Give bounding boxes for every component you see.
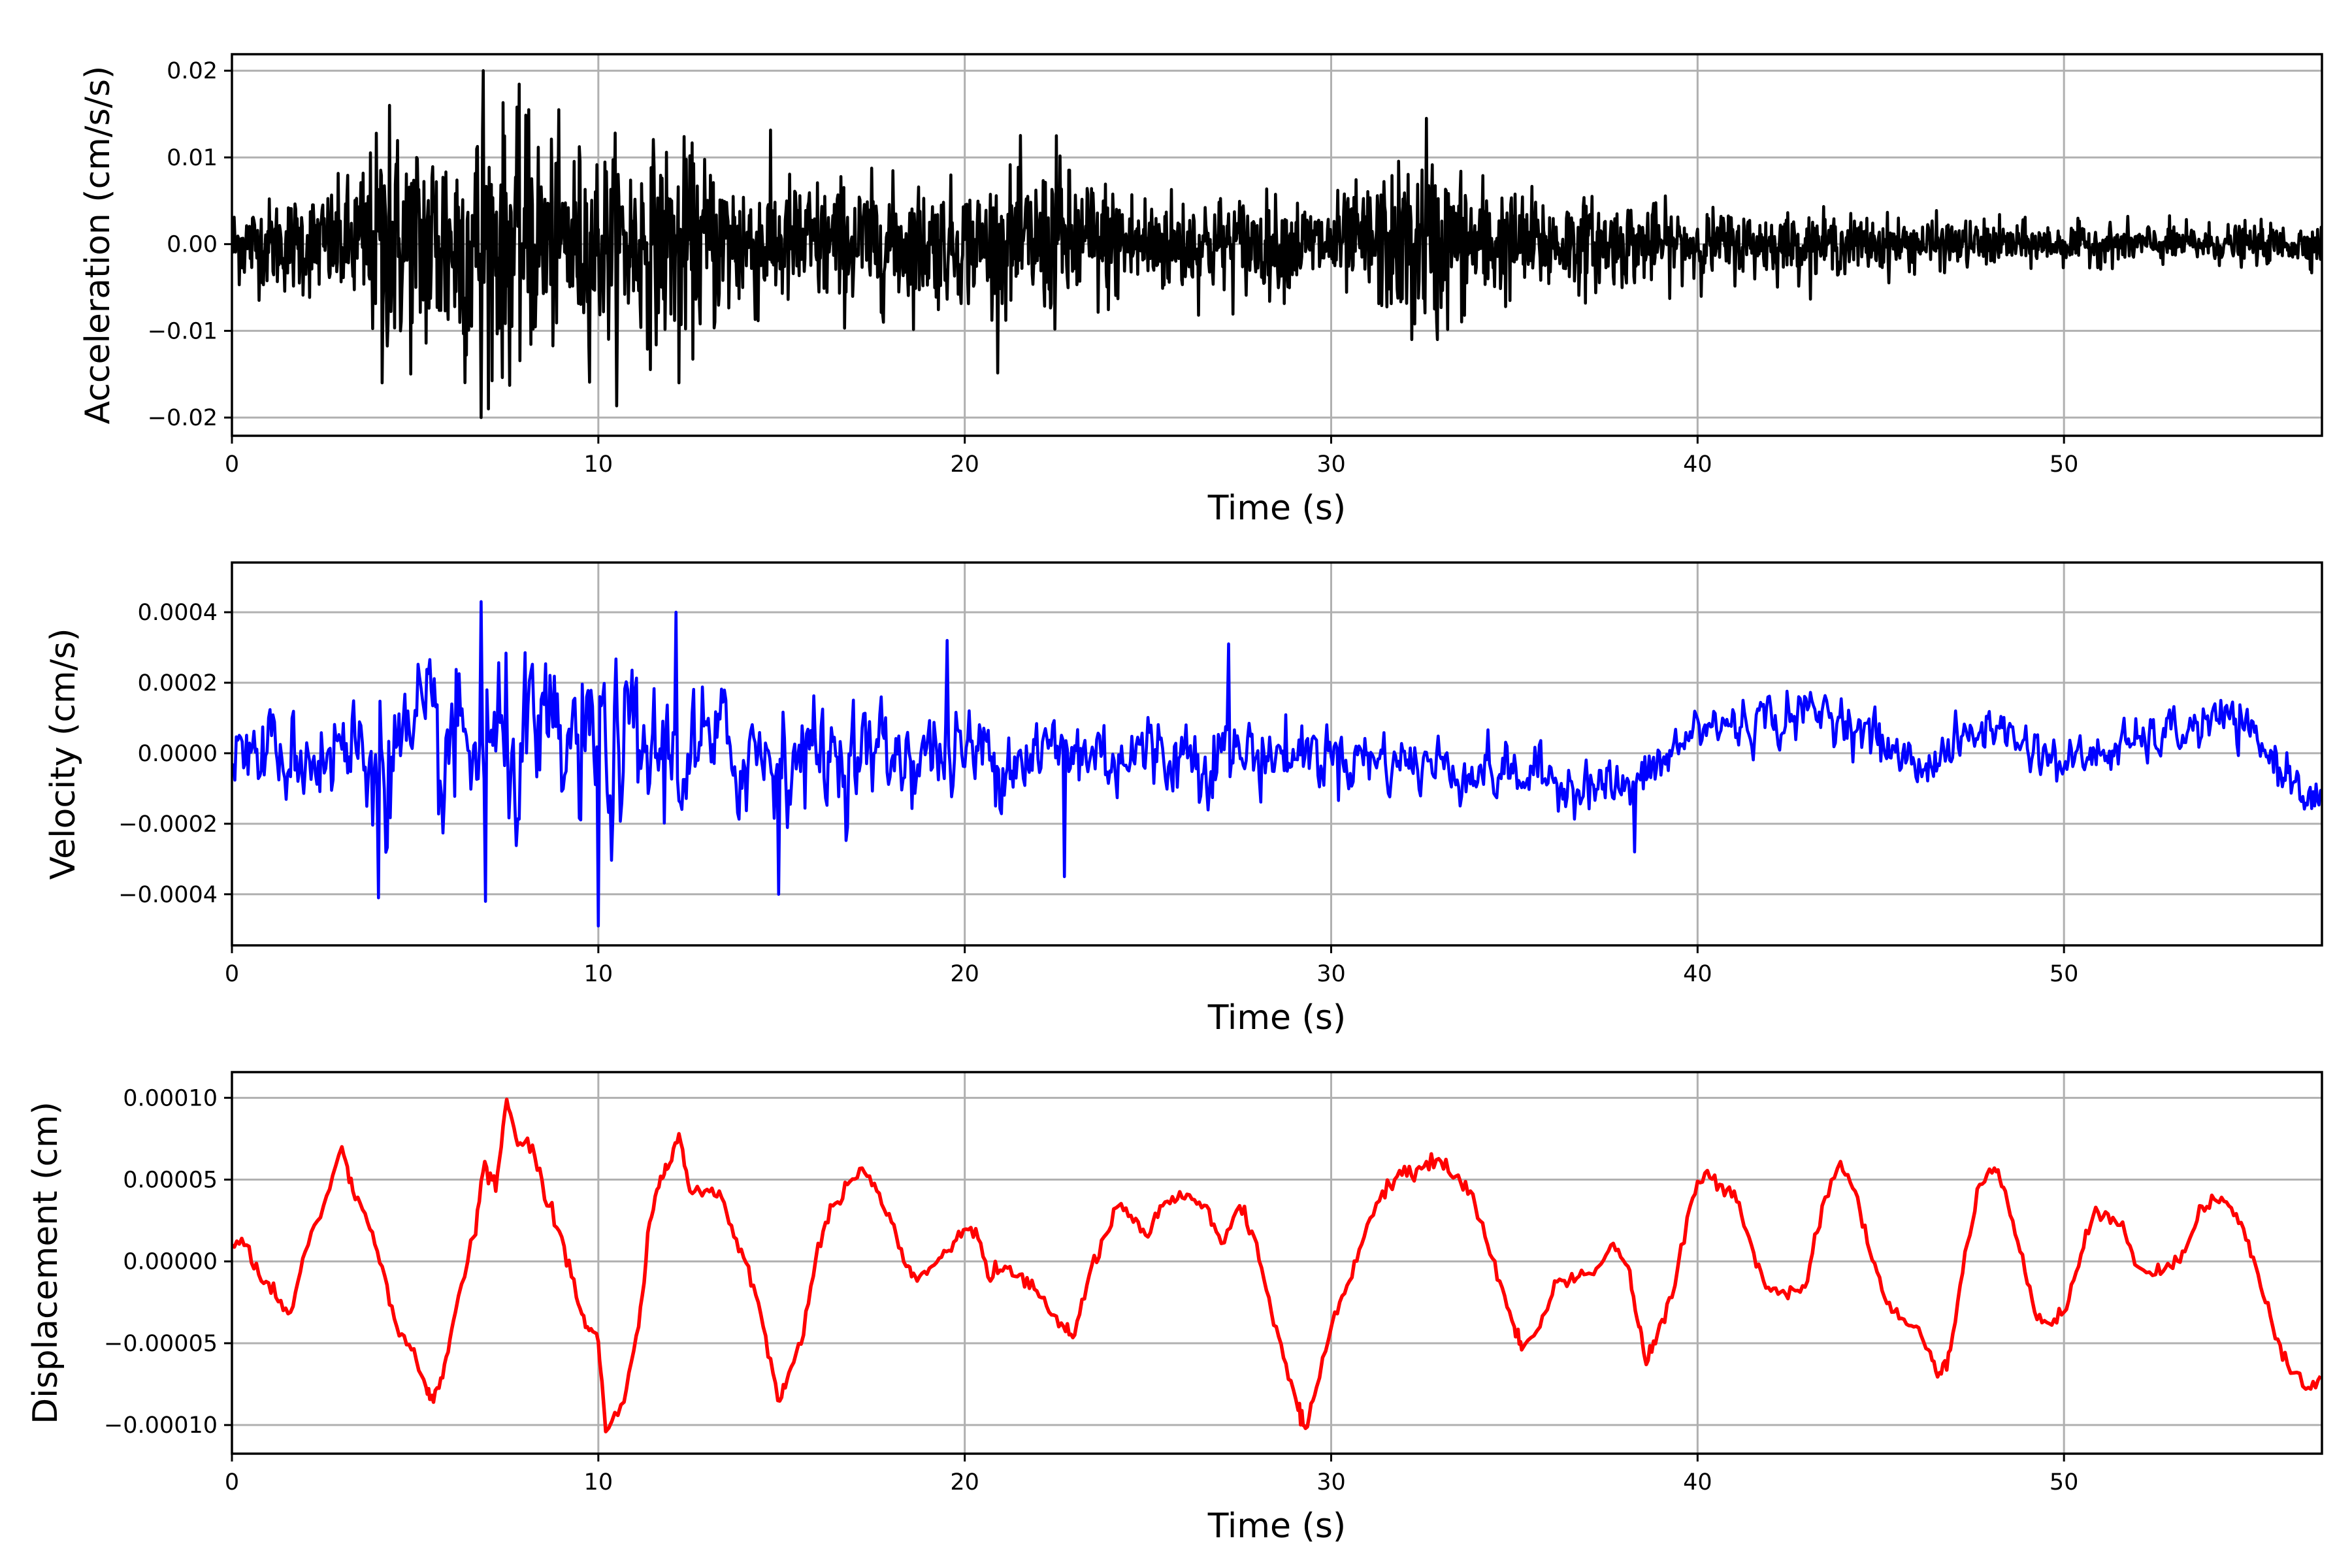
y-tick-label: −0.0004	[118, 882, 218, 908]
x-axis-label: Time (s)	[1207, 1507, 1346, 1546]
x-tick-label: 40	[1683, 1469, 1712, 1495]
x-tick-label: 40	[1683, 451, 1712, 478]
y-tick-label: −0.0002	[118, 811, 218, 838]
y-tick-label: 0.02	[167, 58, 218, 84]
y-tick-label: 0.0004	[138, 600, 218, 626]
x-tick-label: 20	[950, 1469, 979, 1495]
velocity-series-line	[232, 600, 2322, 928]
acceleration-series-line	[232, 69, 2322, 419]
y-axis-label: Velocity (cm/s)	[44, 629, 83, 880]
x-tick-label: 20	[950, 961, 979, 987]
y-tick-label: 0.00	[167, 232, 218, 258]
y-tick-label: 0.00005	[123, 1168, 218, 1194]
x-tick-label: 30	[1316, 1469, 1346, 1495]
velocity-subplot: 0 10 20 30 40 50 −0.0004 −0.0002 0.0000 0.0002 0.0…	[44, 561, 2323, 1037]
x-tick-label: 0	[225, 1469, 239, 1495]
axes-frame	[231, 1071, 2323, 1455]
x-axis-label: Time (s)	[1207, 489, 1346, 528]
acceleration-subplot: 0 10 20 30 40 50 −0.02 −0.01 0.00 0.01 0.02 Time (s…	[78, 53, 2323, 528]
x-tick-label: 10	[584, 961, 613, 987]
x-tick-label: 50	[2050, 961, 2079, 987]
y-tick-label: −0.02	[148, 405, 218, 431]
y-tick-label: −0.01	[148, 318, 218, 344]
x-tick-label: 10	[584, 1469, 613, 1495]
x-tick-label: 40	[1683, 961, 1712, 987]
x-tick-label: 50	[2050, 451, 2079, 478]
x-tick-label: 30	[1316, 961, 1346, 987]
x-tick-label: 30	[1316, 451, 1346, 478]
x-axis-label: Time (s)	[1207, 998, 1346, 1037]
displacement-series-line	[232, 1098, 2322, 1433]
x-tick-label: 10	[584, 451, 613, 478]
y-axis-label: Acceleration (cm/s/s)	[78, 66, 118, 425]
x-tick-label: 50	[2050, 1469, 2079, 1495]
y-axis-label: Displacement (cm)	[26, 1102, 65, 1424]
x-tick-label: 20	[950, 451, 979, 478]
y-tick-label: 0.0002	[138, 670, 218, 696]
displacement-subplot: 0 10 20 30 40 50 −0.00010 −0.00005 0.00000 0.0000…	[26, 1071, 2323, 1546]
y-tick-label: 0.0000	[138, 741, 218, 767]
y-tick-label: −0.00010	[104, 1413, 218, 1439]
y-tick-label: 0.01	[167, 145, 218, 171]
y-tick-label: 0.00010	[123, 1085, 218, 1111]
x-tick-label: 0	[225, 451, 239, 478]
y-tick-label: −0.00005	[104, 1331, 218, 1357]
x-tick-label: 0	[225, 961, 239, 987]
y-tick-label: 0.00000	[123, 1249, 218, 1275]
